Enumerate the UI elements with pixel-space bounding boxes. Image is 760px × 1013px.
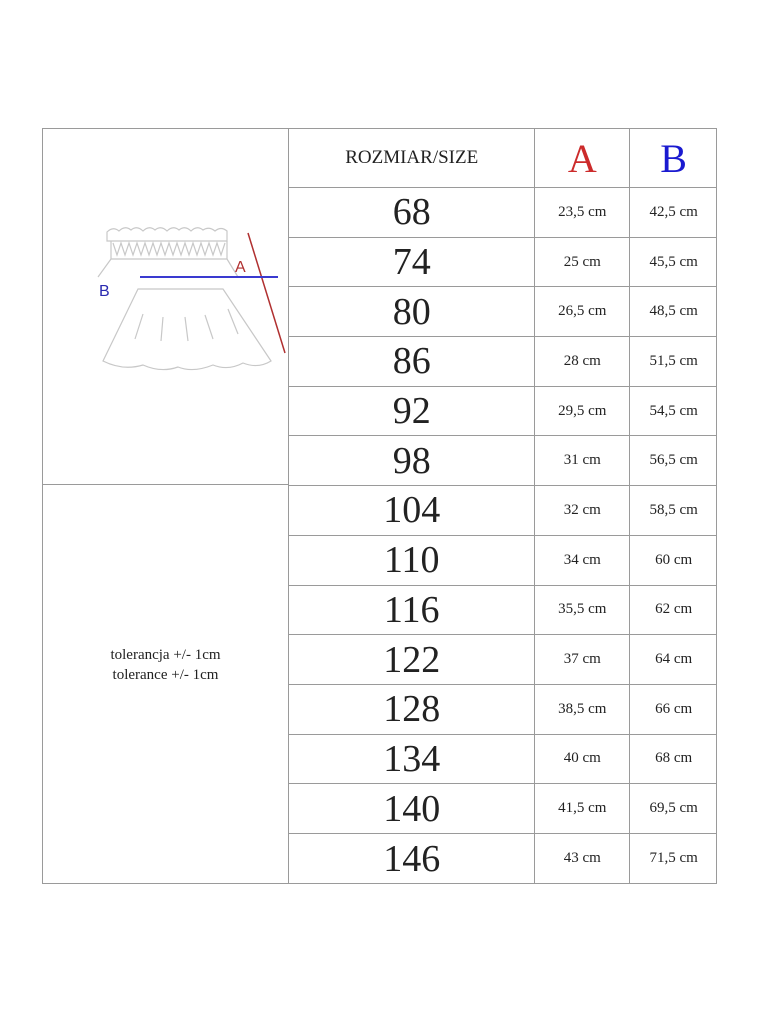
skirt-diagram: A B [97,227,286,371]
size-cell: 104 [383,489,441,532]
size-cell: 80 [392,290,431,333]
measure-line-a [247,232,286,354]
header-size: ROZMIAR/SIZE [345,147,479,168]
header-b: B [629,129,717,187]
b-cell: 64 cm [629,635,717,684]
size-grid: ROZMIAR/SIZE A B 68 23,5 cm 42,5 cm 74 25 cm… [288,129,717,884]
a-cell: 35,5 cm [534,585,629,635]
table-row: 104 32 cm 58,5 cm [289,485,717,535]
header-a: A [534,129,629,187]
size-cell: 146 [383,837,441,880]
table-row: 92 29,5 cm 54,5 cm [289,385,717,436]
a-cell: 37 cm [534,635,629,684]
a-cell: 26,5 cm [534,287,629,337]
table-row: 80 26,5 cm 48,5 cm [289,286,717,337]
b-cell: 51,5 cm [629,337,717,386]
table-row: 140 41,5 cm 69,5 cm [289,783,717,833]
b-cell: 66 cm [629,684,717,734]
a-cell: 28 cm [534,337,629,386]
tolerance-en: tolerance +/- 1cm [112,667,219,683]
size-cell: 116 [383,588,440,631]
size-cell: 140 [383,787,441,830]
a-cell: 29,5 cm [534,386,629,436]
header-row: ROZMIAR/SIZE A B [289,129,717,187]
tolerance-pl: tolerancja +/- 1cm [110,647,221,663]
b-cell: 62 cm [629,585,717,635]
table-row: 98 31 cm 56,5 cm [289,435,717,486]
tolerance-note: tolerancja +/- 1cm tolerance +/- 1cm [43,645,288,685]
a-cell: 38,5 cm [534,684,629,734]
table-row: 68 23,5 cm 42,5 cm [289,187,717,237]
a-cell: 32 cm [534,486,629,535]
b-cell: 54,5 cm [629,386,717,436]
b-cell: 60 cm [629,535,717,585]
table-row: 110 34 cm 60 cm [289,534,717,585]
b-cell: 45,5 cm [629,237,717,287]
b-cell: 48,5 cm [629,287,717,337]
a-cell: 41,5 cm [534,784,629,833]
b-cell: 68 cm [629,734,717,784]
a-cell: 25 cm [534,237,629,287]
b-cell: 42,5 cm [629,188,717,237]
size-cell: 74 [392,241,431,284]
size-cell: 134 [383,737,441,780]
a-cell: 43 cm [534,833,629,884]
a-cell: 31 cm [534,436,629,486]
b-cell: 58,5 cm [629,486,717,535]
a-cell: 34 cm [534,535,629,585]
skirt-diagram-cell: A B [43,129,288,485]
size-chart-table: A B tolerancja +/- 1cm tolerance +/- 1cm… [42,128,717,884]
table-row: 134 40 cm 68 cm [289,733,717,784]
size-cell: 128 [383,688,441,731]
table-row: 128 38,5 cm 66 cm [289,683,717,734]
size-cell: 68 [392,191,431,234]
size-cell: 92 [392,390,431,433]
table-row: 146 43 cm 71,5 cm [289,832,717,884]
size-cell: 86 [392,340,431,383]
size-cell: 110 [383,539,440,582]
size-cell: 98 [392,439,431,482]
table-row: 122 37 cm 64 cm [289,634,717,684]
table-row: 86 28 cm 51,5 cm [289,336,717,386]
b-cell: 69,5 cm [629,784,717,833]
b-cell: 71,5 cm [629,833,717,884]
a-cell: 40 cm [534,734,629,784]
label-a: A [235,259,246,276]
tolerance-cell: tolerancja +/- 1cm tolerance +/- 1cm [43,485,288,883]
table-row: 116 35,5 cm 62 cm [289,584,717,635]
size-cell: 122 [383,638,441,681]
a-cell: 23,5 cm [534,188,629,237]
table-row: 74 25 cm 45,5 cm [289,236,717,287]
b-cell: 56,5 cm [629,436,717,486]
label-b: B [99,283,110,300]
